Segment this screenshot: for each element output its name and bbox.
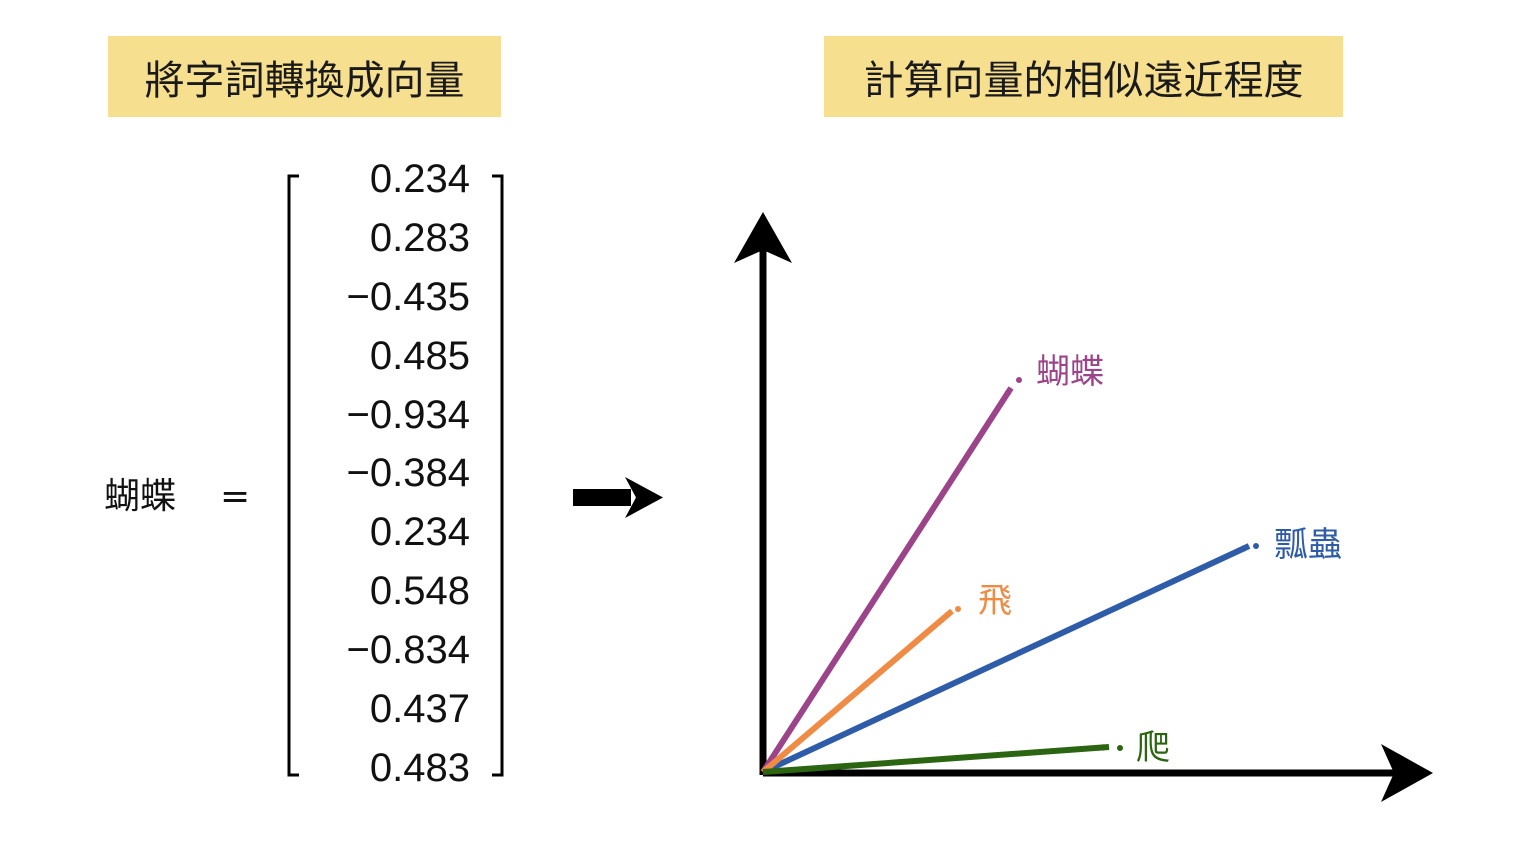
right-title: 計算向量的相似遠近程度 xyxy=(863,57,1304,104)
y-axis xyxy=(734,212,792,775)
vector-label-butterfly: 蝴蝶 xyxy=(1036,352,1104,392)
vector-values: 0.234 0.283 −0.435 0.485 −0.934 −0.384 0… xyxy=(300,150,470,798)
x-axis xyxy=(763,744,1433,802)
vector-value: 0.234 xyxy=(369,510,470,555)
vector-value: 0.548 xyxy=(369,569,470,614)
vector-dot-butterfly xyxy=(1016,377,1022,383)
right-arrow-icon xyxy=(573,477,663,518)
left-title-box: 將字詞轉換成向量 xyxy=(108,36,501,117)
vector-value: 0.234 xyxy=(369,157,470,201)
vector-label-crawl: 爬 xyxy=(1136,728,1170,768)
vector-arrow-crawl xyxy=(762,743,1110,775)
vector-value: 0.437 xyxy=(369,687,470,732)
vector-value: 0.283 xyxy=(369,215,470,260)
vector-value: −0.384 xyxy=(346,451,470,496)
vector-value: −0.834 xyxy=(346,628,470,673)
word-label: 蝴蝶 xyxy=(104,476,177,517)
vector-arrow-ladybug xyxy=(761,543,1251,775)
vector-arrow-fly xyxy=(761,608,954,775)
right-bracket xyxy=(492,174,504,777)
vector-value: −0.934 xyxy=(346,392,470,437)
vector-label-fly: 飛 xyxy=(978,581,1012,621)
vector-value: −0.435 xyxy=(346,274,470,319)
vector-dot-ladybug xyxy=(1253,543,1259,549)
vector-arrow-butterfly xyxy=(760,386,1014,774)
left-bracket xyxy=(287,174,299,777)
vector-value: 0.483 xyxy=(369,745,470,790)
right-title-box: 計算向量的相似遠近程度 xyxy=(824,36,1343,117)
vector-label-ladybug: 瓢蟲 xyxy=(1274,525,1342,565)
equals-sign: = xyxy=(220,476,251,517)
vector-dot-fly xyxy=(955,606,961,612)
vector-value: 0.485 xyxy=(369,333,470,378)
left-title: 將字詞轉換成向量 xyxy=(144,57,465,104)
vector-dot-crawl xyxy=(1117,745,1123,751)
